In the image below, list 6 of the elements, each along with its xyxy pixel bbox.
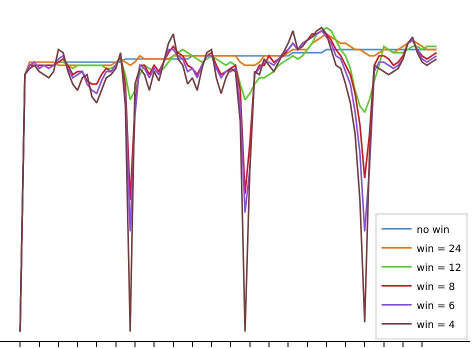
- legend-label: win = 8: [416, 282, 456, 293]
- legend-label: win = 12: [416, 262, 462, 274]
- legend-label: win = 4: [416, 320, 456, 331]
- legend-label: win = 6: [416, 300, 456, 312]
- legend-label: no win: [416, 224, 450, 236]
- legend-label: win = 24: [416, 244, 462, 255]
